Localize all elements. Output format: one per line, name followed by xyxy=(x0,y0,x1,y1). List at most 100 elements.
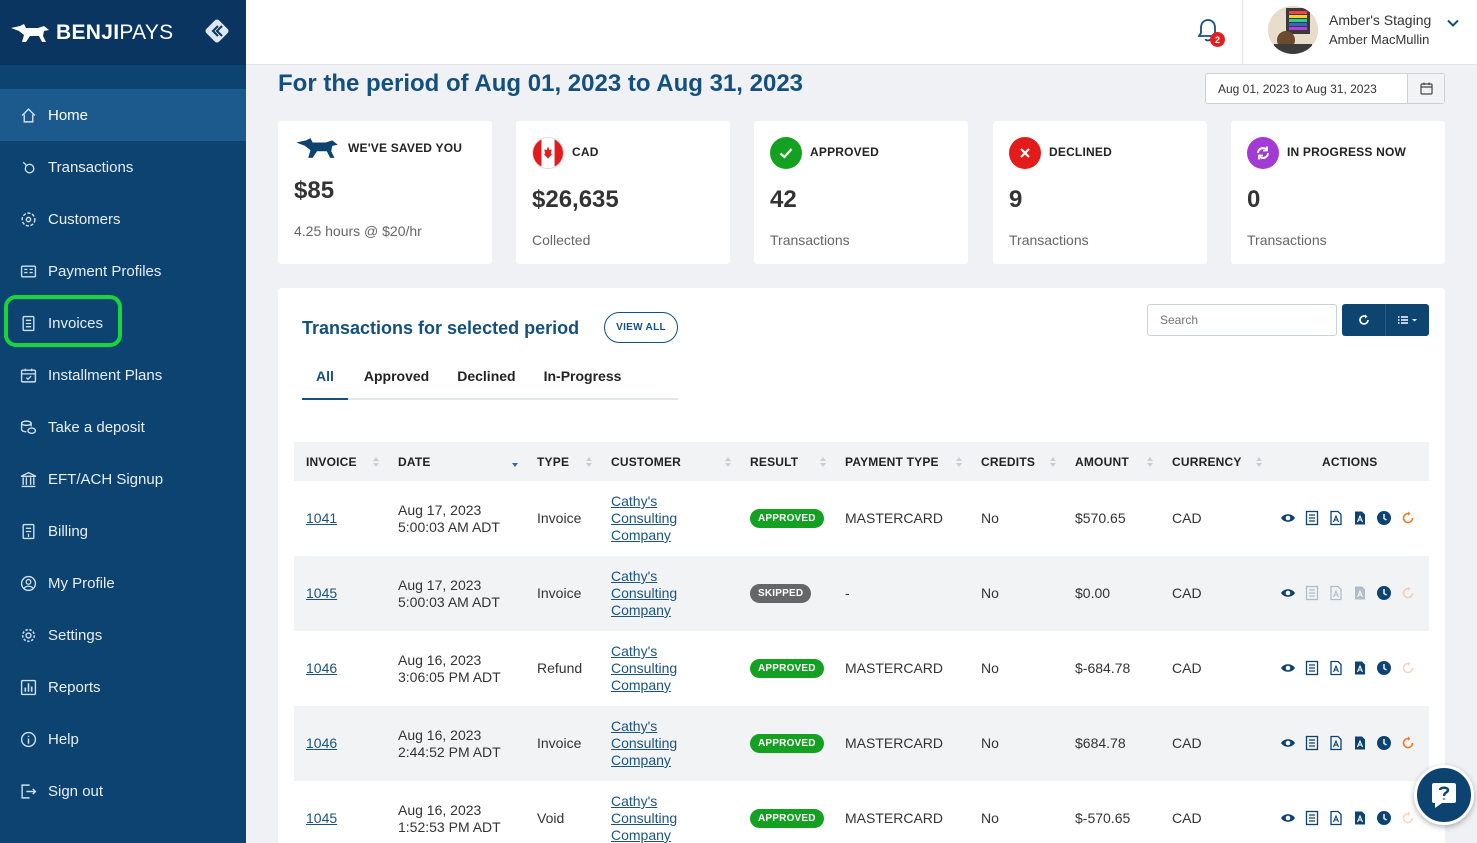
tab-all[interactable]: All xyxy=(302,356,348,400)
invoice-link[interactable]: 1046 xyxy=(306,660,338,676)
sort-icon[interactable] xyxy=(372,454,380,470)
sidebar-item-settings[interactable]: Settings xyxy=(0,609,246,661)
clock-icon[interactable] xyxy=(1376,735,1392,751)
customer-link-line[interactable]: Cathy's xyxy=(611,793,658,809)
column-header-result[interactable]: RESULT xyxy=(750,455,799,469)
columns-dropdown-button[interactable] xyxy=(1385,304,1429,336)
invoice-link[interactable]: 1045 xyxy=(306,810,338,826)
date-range-picker[interactable]: Aug 01, 2023 to Aug 31, 2023 xyxy=(1205,73,1445,104)
column-header-currency[interactable]: CURRENCY xyxy=(1172,455,1242,469)
column-header-type[interactable]: TYPE xyxy=(537,455,570,469)
customer-link-line[interactable]: Cathy's xyxy=(611,643,658,659)
reprocess-icon[interactable] xyxy=(1400,735,1416,751)
customer-link[interactable]: Cathy's Consulting Company xyxy=(611,643,677,694)
pdf-solid-icon[interactable] xyxy=(1352,510,1368,526)
pdf-icon[interactable] xyxy=(1328,735,1344,751)
clock-icon[interactable] xyxy=(1376,810,1392,826)
view-icon[interactable] xyxy=(1280,735,1296,751)
payment-type-cell: MASTERCARD xyxy=(845,660,944,676)
sidebar-item-payment-profiles[interactable]: Payment Profiles xyxy=(0,245,246,297)
date-range-value[interactable]: Aug 01, 2023 to Aug 31, 2023 xyxy=(1218,82,1377,96)
user-name[interactable]: Amber MacMullin xyxy=(1329,32,1430,47)
customer-link[interactable]: Cathy's Consulting Company xyxy=(611,718,677,769)
view-icon[interactable] xyxy=(1280,660,1296,676)
sort-icon[interactable] xyxy=(1255,454,1263,470)
sort-icon[interactable] xyxy=(1146,454,1154,470)
customer-link-line[interactable]: Company xyxy=(611,527,671,543)
invoice-link[interactable]: 1046 xyxy=(306,735,338,751)
customer-link-line[interactable]: Company xyxy=(611,827,671,843)
sidebar-item-take-a-deposit[interactable]: Take a deposit xyxy=(0,401,246,453)
sidebar-item-invoices[interactable]: Invoices xyxy=(0,297,246,349)
clock-icon[interactable] xyxy=(1376,660,1392,676)
customer-link-line[interactable]: Consulting xyxy=(611,585,678,601)
pdf-icon[interactable] xyxy=(1328,660,1344,676)
column-header-date[interactable]: DATE xyxy=(398,455,431,469)
customer-link[interactable]: Cathy's Consulting Company xyxy=(611,568,677,619)
tab-approved[interactable]: Approved xyxy=(363,368,430,384)
customer-link-line[interactable]: Consulting xyxy=(611,735,678,751)
sort-desc-icon[interactable] xyxy=(511,454,519,470)
customer-link-line[interactable]: Company xyxy=(611,677,671,693)
calendar-button[interactable] xyxy=(1407,74,1444,103)
refresh-button[interactable] xyxy=(1342,304,1385,336)
customer-link-line[interactable]: Cathy's xyxy=(611,718,658,734)
column-header-customer[interactable]: CUSTOMER xyxy=(611,455,682,469)
pdf-icon[interactable] xyxy=(1328,810,1344,826)
customer-link-line[interactable]: Consulting xyxy=(611,660,678,676)
brand-logo[interactable]: BENJIPAYS xyxy=(10,21,173,45)
search-input[interactable] xyxy=(1147,304,1337,336)
customer-link-line[interactable]: Cathy's xyxy=(611,493,658,509)
sidebar-item-eft-ach-signup[interactable]: EFT/ACH Signup xyxy=(0,453,246,505)
column-header-amount[interactable]: AMOUNT xyxy=(1075,455,1129,469)
sidebar-item-help[interactable]: Help xyxy=(0,713,246,765)
column-header-invoice[interactable]: INVOICE xyxy=(306,455,357,469)
sidebar-item-sign-out[interactable]: Sign out xyxy=(0,765,246,817)
customer-link[interactable]: Cathy's Consulting Company xyxy=(611,493,677,544)
document-icon[interactable] xyxy=(1304,810,1320,826)
tab-declined[interactable]: Declined xyxy=(457,368,516,384)
sidebar-item-my-profile[interactable]: My Profile xyxy=(0,557,246,609)
pdf-solid-icon[interactable] xyxy=(1352,735,1368,751)
organization-name[interactable]: Amber's Staging xyxy=(1329,12,1432,28)
column-header-credits[interactable]: CREDITS xyxy=(981,455,1036,469)
sidebar-item-installment-plans[interactable]: Installment Plans xyxy=(0,349,246,401)
customer-link-line[interactable]: Consulting xyxy=(611,810,678,826)
sidebar-item-customers[interactable]: Customers xyxy=(0,193,246,245)
sidebar-item-billing[interactable]: Billing xyxy=(0,505,246,557)
document-icon[interactable] xyxy=(1304,660,1320,676)
view-icon[interactable] xyxy=(1280,510,1296,526)
pdf-solid-icon[interactable] xyxy=(1352,810,1368,826)
tab-in-progress[interactable]: In-Progress xyxy=(543,368,622,384)
pdf-icon[interactable] xyxy=(1328,510,1344,526)
collapse-sidebar-icon[interactable] xyxy=(204,18,230,44)
customer-link[interactable]: Cathy's Consulting Company xyxy=(611,793,677,843)
invoice-link[interactable]: 1041 xyxy=(306,510,338,526)
sort-icon[interactable] xyxy=(955,454,963,470)
view-icon[interactable] xyxy=(1280,585,1296,601)
chat-support-button[interactable] xyxy=(1414,765,1474,825)
pdf-solid-icon[interactable] xyxy=(1352,660,1368,676)
view-icon[interactable] xyxy=(1280,810,1296,826)
document-icon[interactable] xyxy=(1304,735,1320,751)
invoice-link[interactable]: 1045 xyxy=(306,585,338,601)
customer-link-line[interactable]: Consulting xyxy=(611,510,678,526)
reprocess-icon[interactable] xyxy=(1400,510,1416,526)
sidebar-item-reports[interactable]: Reports xyxy=(0,661,246,713)
sidebar-item-home[interactable]: Home xyxy=(0,89,246,141)
sort-icon[interactable] xyxy=(1049,454,1057,470)
customer-link-line[interactable]: Company xyxy=(611,752,671,768)
column-header-payment-type[interactable]: PAYMENT TYPE xyxy=(845,455,939,469)
sort-icon[interactable] xyxy=(724,454,732,470)
avatar[interactable] xyxy=(1268,6,1318,54)
document-icon[interactable] xyxy=(1304,510,1320,526)
sort-icon[interactable] xyxy=(819,454,827,470)
sidebar-item-transactions[interactable]: Transactions xyxy=(0,141,246,193)
clock-icon[interactable] xyxy=(1376,510,1392,526)
customer-link-line[interactable]: Company xyxy=(611,602,671,618)
clock-icon[interactable] xyxy=(1376,585,1392,601)
customer-link-line[interactable]: Cathy's xyxy=(611,568,658,584)
sort-icon[interactable] xyxy=(585,454,593,470)
view-all-button[interactable]: VIEW ALL xyxy=(604,312,678,343)
chevron-down-icon[interactable] xyxy=(1446,16,1460,30)
